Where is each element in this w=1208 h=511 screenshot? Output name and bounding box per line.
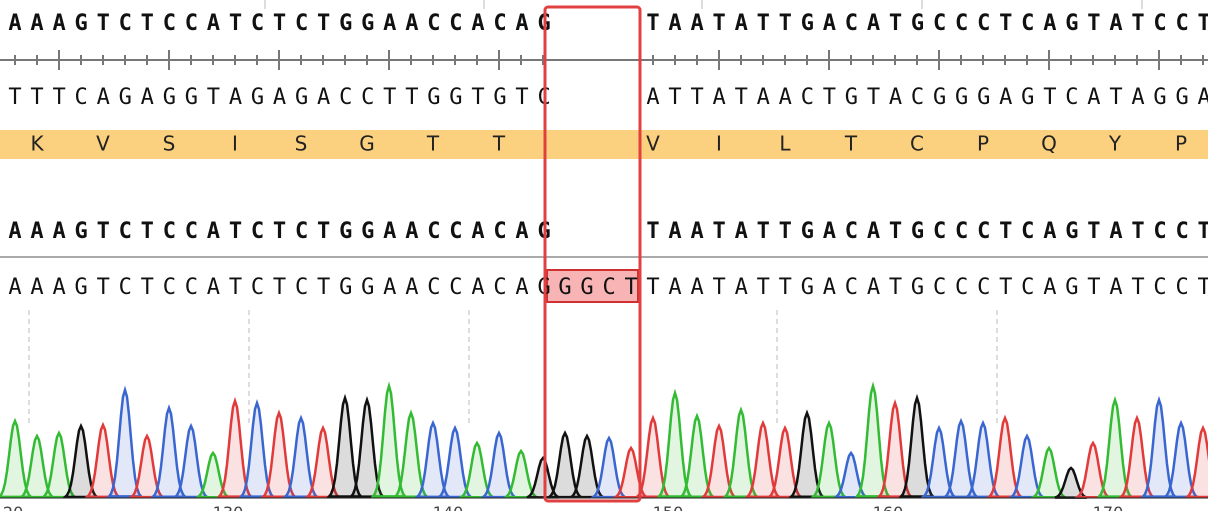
trace-peak bbox=[413, 419, 453, 499]
insertion-frame bbox=[543, 5, 642, 503]
trace-peak bbox=[545, 430, 585, 499]
trace-peak bbox=[1054, 466, 1088, 499]
amino-acid: V bbox=[646, 132, 660, 156]
trace-peak bbox=[281, 414, 321, 499]
trace-peak bbox=[633, 414, 673, 499]
trace-peak bbox=[834, 450, 868, 499]
trace-peak bbox=[656, 388, 694, 498]
trace-peak bbox=[17, 433, 57, 499]
trace-peak bbox=[127, 433, 167, 499]
trace-peak bbox=[722, 406, 760, 498]
trace-peak bbox=[1161, 419, 1201, 499]
translation-band bbox=[0, 130, 1208, 159]
position-label: 120 bbox=[0, 503, 23, 511]
trace-peak bbox=[1007, 433, 1047, 499]
position-label: 150 bbox=[653, 503, 684, 511]
amino-acid: C bbox=[910, 132, 924, 156]
sequence-text: TAATATTGACATGCCCTCAGTATCCT bbox=[646, 11, 1208, 36]
trace-peak bbox=[1096, 395, 1134, 498]
trace-peak bbox=[854, 381, 892, 498]
trace-peak bbox=[1073, 440, 1113, 499]
sequence-text: TAATATTGACATGCCCTCAGTATCCT bbox=[646, 219, 1208, 244]
trace-peak bbox=[392, 409, 430, 499]
amino-acid: I bbox=[716, 132, 722, 156]
sequence-text: AAAGTCTCCATCTCTGGAACCACAG bbox=[8, 219, 559, 244]
amino-acid: K bbox=[30, 132, 44, 156]
amino-acid: S bbox=[295, 132, 308, 156]
amino-acid: P bbox=[977, 132, 989, 156]
sequence-text: TTTCAGAGGTAGAGACCTTGGTGTC bbox=[8, 85, 559, 110]
trace-peak bbox=[61, 422, 101, 499]
trace-peak bbox=[1117, 414, 1157, 499]
trace-peak bbox=[809, 419, 849, 499]
trace-peak bbox=[150, 404, 188, 498]
amino-acid: Y bbox=[1108, 132, 1122, 156]
trace-peak bbox=[83, 421, 123, 499]
trace-peak bbox=[876, 398, 914, 498]
read-text: GGCT bbox=[558, 275, 646, 300]
amino-acid: Q bbox=[1041, 132, 1057, 156]
trace-peak bbox=[238, 398, 276, 498]
trace-peak bbox=[0, 417, 35, 499]
read-text: AAAGTCTCCATCTCTGGAACCACAG bbox=[8, 275, 559, 300]
trace-peak bbox=[898, 393, 936, 498]
position-label: 160 bbox=[873, 503, 904, 511]
trace-peak bbox=[216, 396, 254, 498]
ruler-ticks bbox=[14, 0, 1204, 70]
trace-peak bbox=[963, 419, 1003, 499]
chromatogram: 120 130 140 150 160 170 bbox=[0, 310, 1208, 511]
trace-peak bbox=[1183, 424, 1208, 499]
amino-acid: L bbox=[779, 132, 791, 156]
sequence-text: ATTATAACTGTACGGGAGTCATAGGA bbox=[646, 85, 1208, 110]
trace-peak bbox=[941, 417, 981, 499]
amino-acid: G bbox=[359, 132, 375, 156]
trace-peak bbox=[567, 433, 607, 499]
amino-acid: T bbox=[844, 132, 858, 156]
position-label: 170 bbox=[1093, 503, 1124, 511]
trace-peak bbox=[1140, 395, 1178, 498]
trace-peak bbox=[589, 435, 629, 499]
trace-peak bbox=[457, 440, 497, 499]
amino-acid: T bbox=[492, 132, 506, 156]
trace-peak bbox=[348, 395, 386, 498]
trace-peak bbox=[788, 409, 826, 499]
trace-peak bbox=[196, 450, 230, 499]
amino-acid: T bbox=[426, 132, 440, 156]
read-text: TAATATTGACATGCCCTCAGTATCCT bbox=[646, 275, 1208, 300]
sequences: AAAGTCTCCATCTCTGGAACCACAG TAATATTGACATGCC… bbox=[8, 11, 1208, 303]
trace-peak bbox=[985, 414, 1025, 499]
trace-peak bbox=[699, 422, 739, 499]
trace-peak bbox=[326, 393, 364, 498]
trace-peak bbox=[765, 424, 805, 499]
trace-peak bbox=[171, 422, 211, 499]
amino-acid: S bbox=[163, 132, 176, 156]
trace-peak bbox=[39, 430, 79, 499]
amino-acid: I bbox=[232, 132, 238, 156]
trace-peak bbox=[435, 424, 475, 499]
trace-peak bbox=[370, 381, 408, 498]
amino-acid: P bbox=[1175, 132, 1187, 156]
position-label: 140 bbox=[433, 503, 464, 511]
trace-peak bbox=[303, 424, 343, 499]
trace-peak bbox=[260, 409, 298, 499]
amino-acid: V bbox=[96, 132, 110, 156]
sequence-text: AAAGTCTCCATCTCTGGAACCACAG bbox=[8, 11, 559, 36]
trace-peak bbox=[677, 412, 717, 499]
insertion-highlight bbox=[546, 269, 639, 303]
position-label: 130 bbox=[213, 503, 244, 511]
trace-peak bbox=[479, 430, 519, 499]
trace-peak bbox=[919, 424, 959, 499]
trace-peak bbox=[504, 448, 538, 499]
trace-peak bbox=[743, 419, 783, 499]
